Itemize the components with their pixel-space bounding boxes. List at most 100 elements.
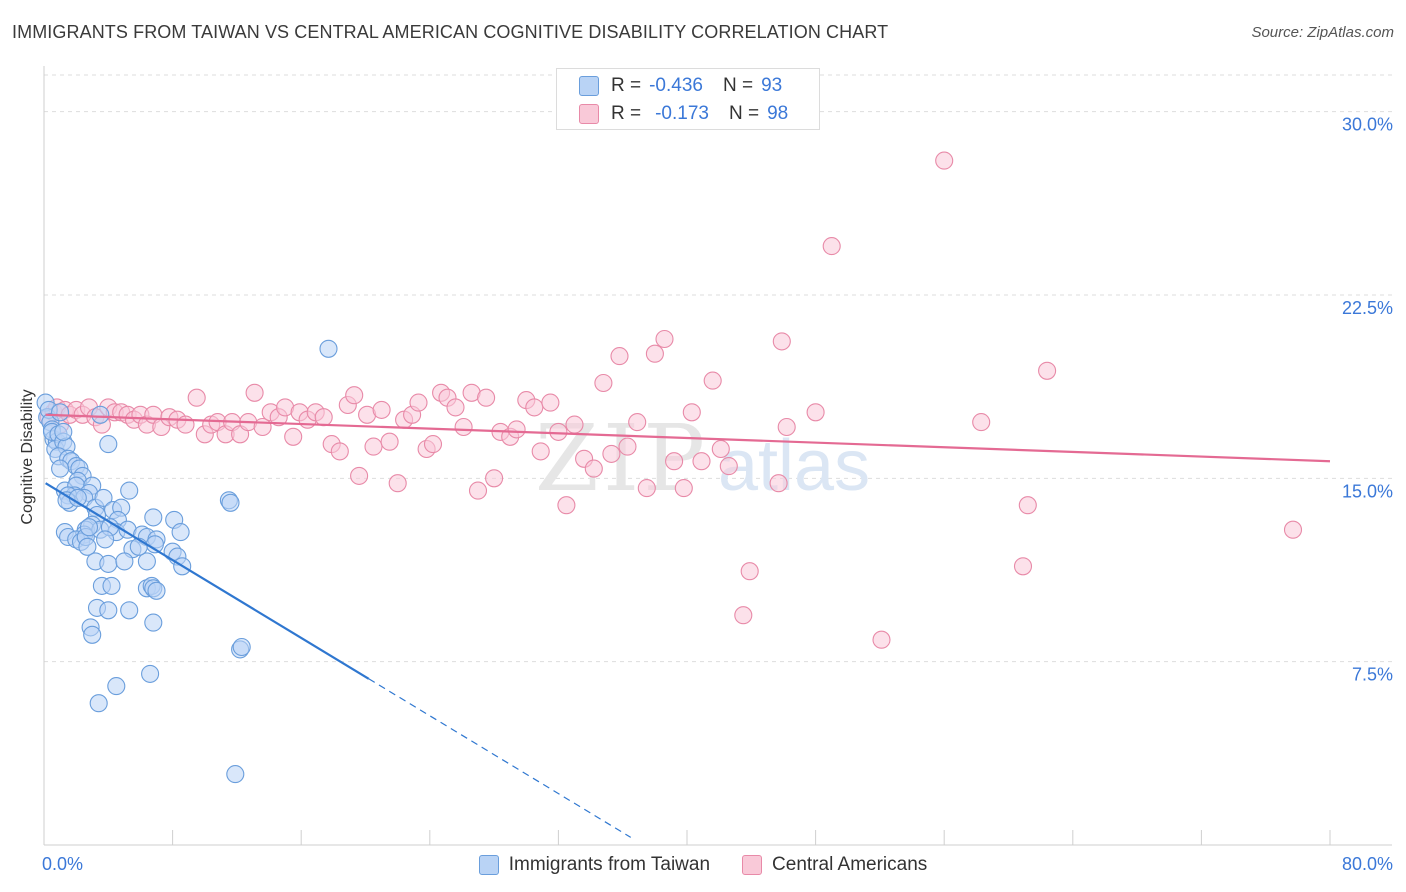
central-americans-r-value: -0.173 [655, 103, 709, 124]
series-legend: Immigrants from Taiwan Central Americans [0, 852, 1406, 878]
central-americans-point [525, 398, 544, 417]
legend-label-taiwan: Immigrants from Taiwan [508, 854, 711, 875]
taiwan-point [319, 339, 338, 358]
central-americans-point [740, 562, 759, 581]
central-americans-point [314, 408, 333, 427]
taiwan-point [115, 552, 134, 571]
legend-label-central-americans: Central Americans [772, 854, 928, 875]
legend-item-central-americans[interactable]: Central Americans [742, 854, 927, 876]
taiwan-point [147, 581, 166, 600]
taiwan-trend-line [45, 482, 370, 680]
taiwan-point [83, 625, 102, 644]
legend-item-taiwan[interactable]: Immigrants from Taiwan [478, 854, 711, 876]
taiwan-point [120, 481, 139, 500]
central-americans-point [655, 329, 674, 349]
central-americans-point [477, 388, 496, 407]
central-americans-point [1013, 557, 1033, 576]
taiwan-point [89, 694, 108, 713]
central-americans-trend-line [45, 413, 1331, 463]
central-americans-point [468, 481, 488, 500]
n-label: N = [722, 75, 754, 96]
taiwan-point [99, 554, 118, 573]
taiwan-point [102, 576, 121, 595]
central-americans-point [380, 432, 399, 451]
central-americans-point [972, 413, 991, 432]
central-americans-point [565, 415, 584, 434]
grid-layer [44, 74, 1392, 663]
central-americans-point [284, 427, 303, 446]
central-americans-legend-swatch-icon [742, 855, 763, 875]
central-americans-point [541, 393, 560, 412]
x-tick-label: 0.0% [42, 854, 83, 874]
central-americans-point [719, 457, 738, 476]
central-americans-point [872, 630, 891, 649]
taiwan-point [51, 459, 70, 478]
central-americans-point [618, 437, 637, 456]
watermark-atlas: atlas [718, 426, 870, 506]
chart-title: IMMIGRANTS FROM TAIWAN VS CENTRAL AMERIC… [12, 22, 889, 42]
taiwan-point [78, 537, 97, 556]
trend-lines [45, 413, 1331, 838]
central-americans-point [584, 459, 603, 478]
taiwan-point [232, 637, 251, 657]
central-americans-point [1018, 496, 1037, 515]
central-americans-point [610, 347, 629, 366]
central-americans-point [549, 422, 568, 441]
central-americans-point [822, 237, 841, 256]
central-americans-point [409, 393, 428, 412]
central-americans-point [628, 413, 647, 432]
central-americans-point [330, 442, 349, 461]
central-americans-point [454, 417, 473, 437]
central-americans-point [806, 403, 825, 422]
central-americans-point [372, 400, 391, 419]
n-label: N = [728, 103, 760, 124]
y-tick-label: 22.5% [1342, 298, 1393, 318]
taiwan-point [54, 422, 73, 441]
central-americans-point [531, 442, 550, 461]
central-americans-point [645, 344, 664, 363]
central-americans-point [446, 398, 465, 417]
taiwan-point [171, 523, 190, 542]
central-americans-point [703, 371, 722, 390]
central-americans-point [665, 452, 684, 471]
central-americans-point [507, 420, 526, 439]
central-americans-point [594, 373, 613, 393]
central-americans-point [637, 479, 656, 498]
central-americans-points [39, 151, 1303, 649]
taiwan-point [51, 403, 70, 422]
central-americans-point [364, 437, 383, 456]
central-americans-point [772, 332, 791, 351]
y-tick-label: 30.0% [1342, 115, 1393, 135]
taiwan-swatch-icon [579, 76, 599, 96]
stats-legend: R = -0.436 N = 93 R = -0.173 N = 98 [556, 68, 820, 130]
stats-row-central-americans: R = -0.173 N = 98 [579, 102, 788, 126]
taiwan-point [99, 601, 118, 620]
central-americans-point [557, 496, 576, 515]
central-americans-point [388, 474, 407, 493]
central-americans-point [777, 417, 796, 437]
taiwan-point [226, 765, 245, 784]
central-americans-point [1038, 361, 1057, 380]
central-americans-point [350, 466, 369, 485]
taiwan-point [221, 493, 240, 512]
taiwan-legend-swatch-icon [478, 855, 499, 875]
central-americans-n-value: 98 [767, 103, 789, 124]
central-americans-point [935, 151, 954, 170]
taiwan-point [120, 601, 139, 620]
taiwan-point [144, 613, 163, 632]
taiwan-trend-extension [368, 678, 632, 838]
central-americans-point [345, 386, 364, 405]
y-tick-label: 15.0% [1342, 481, 1393, 501]
taiwan-point [144, 508, 163, 527]
taiwan-point [94, 488, 113, 507]
taiwan-point [96, 530, 115, 549]
central-americans-point [423, 435, 443, 454]
taiwan-n-value: 93 [761, 75, 783, 96]
taiwan-point [137, 552, 156, 571]
taiwan-r-value: -0.436 [649, 75, 703, 96]
central-americans-point [187, 388, 206, 407]
taiwan-point [91, 405, 110, 424]
stats-row-taiwan: R = -0.436 N = 93 [579, 74, 782, 98]
central-americans-point [682, 403, 701, 422]
